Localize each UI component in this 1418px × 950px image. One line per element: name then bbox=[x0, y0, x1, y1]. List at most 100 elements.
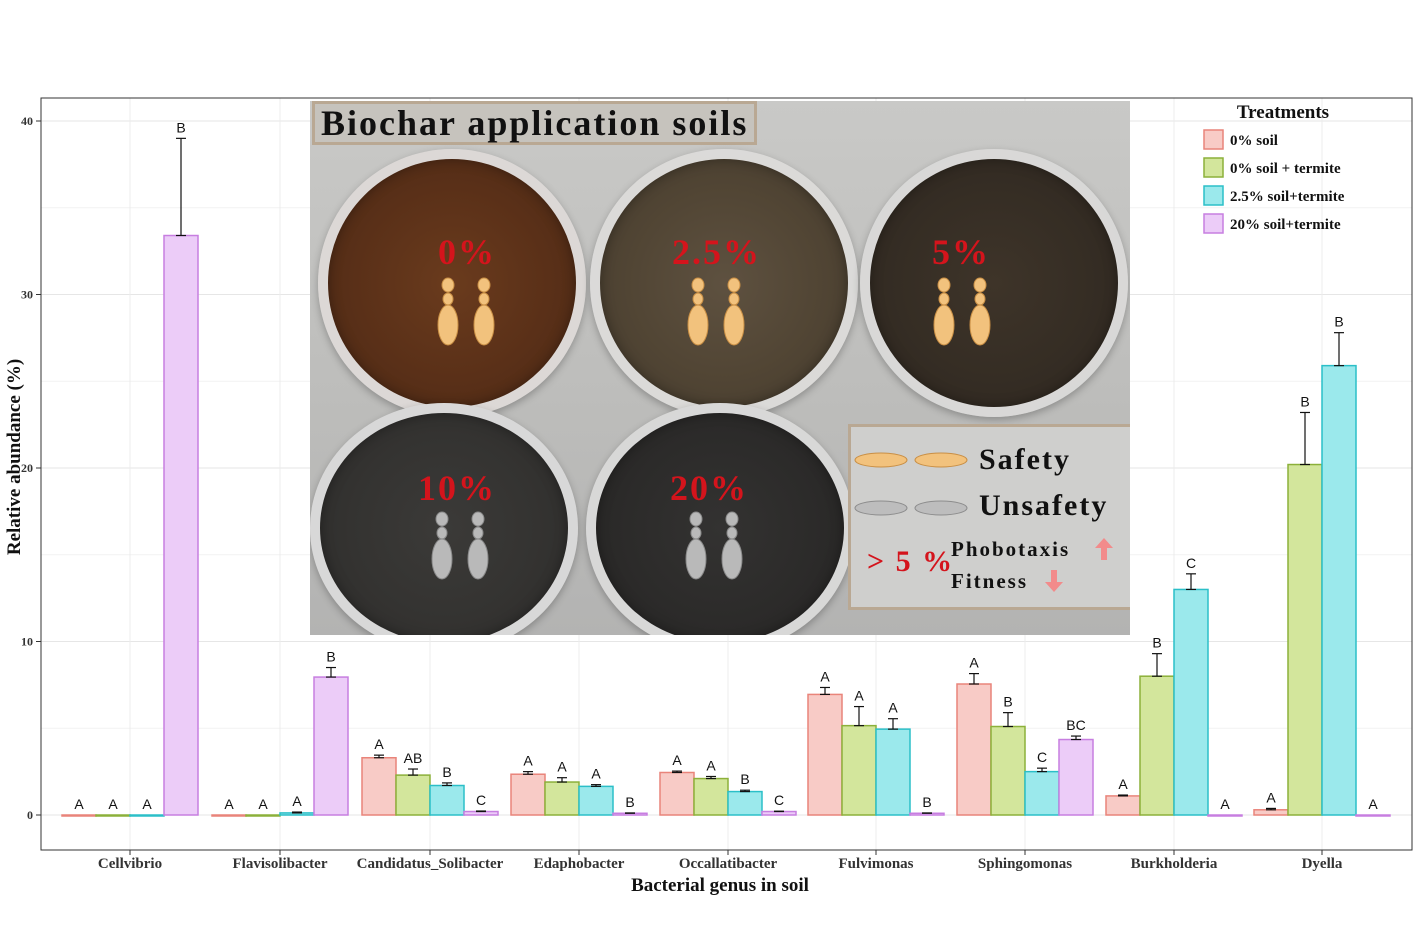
bar bbox=[1173, 588, 1209, 816]
significance-letter: C bbox=[1037, 749, 1047, 765]
bar bbox=[129, 814, 165, 817]
legend-title: Treatments bbox=[1237, 102, 1329, 123]
bar bbox=[95, 814, 131, 817]
bar bbox=[841, 724, 877, 816]
legend-label: 0% soil + termite bbox=[1230, 161, 1341, 177]
significance-letter: B bbox=[740, 771, 749, 787]
significance-letter: A bbox=[706, 757, 716, 773]
significance-letter: A bbox=[74, 796, 84, 812]
x-tick-label: Dyella bbox=[1302, 856, 1343, 872]
y-tick-label: 10 bbox=[21, 635, 33, 649]
phobotaxis-label: Phobotaxis bbox=[951, 537, 1071, 561]
significance-letter: C bbox=[1186, 555, 1196, 571]
significance-letter: A bbox=[888, 700, 898, 716]
termite-icon bbox=[685, 511, 743, 580]
termite-icon bbox=[437, 277, 495, 346]
significance-letter: A bbox=[672, 752, 682, 768]
cup-20 bbox=[586, 403, 854, 635]
significance-letter: C bbox=[476, 792, 486, 808]
bar bbox=[807, 693, 843, 816]
bar bbox=[1105, 795, 1141, 816]
arrow-down-icon bbox=[1045, 570, 1063, 592]
significance-letter: AB bbox=[404, 750, 423, 766]
bar bbox=[510, 773, 546, 816]
bar bbox=[1321, 364, 1357, 816]
x-tick-label: Sphingomonas bbox=[978, 856, 1072, 872]
cup-10 bbox=[310, 403, 578, 635]
significance-letter: A bbox=[557, 759, 567, 775]
y-tick-label: 0 bbox=[27, 808, 33, 822]
bar bbox=[1139, 675, 1175, 816]
significance-letter: A bbox=[523, 753, 533, 769]
significance-letter: B bbox=[176, 119, 185, 135]
bar bbox=[313, 676, 349, 816]
bar bbox=[245, 814, 281, 817]
significance-letter: B bbox=[1003, 694, 1012, 710]
series-3: B B C B C B B C A A bbox=[163, 119, 1391, 817]
y-axis: 0 10 20 30 40 bbox=[21, 114, 41, 822]
bar bbox=[544, 781, 580, 816]
threshold-label: > 5 % bbox=[867, 545, 955, 578]
bar bbox=[659, 771, 695, 816]
bar bbox=[727, 790, 763, 816]
bar bbox=[1058, 738, 1094, 816]
legend-swatch bbox=[1203, 213, 1224, 234]
safety-termite-icon bbox=[854, 452, 968, 468]
y-axis-title: Relative abundance (%) bbox=[4, 359, 25, 555]
bar bbox=[395, 774, 431, 816]
bar bbox=[1253, 809, 1289, 816]
cup-label-5: 5% bbox=[932, 232, 990, 272]
significance-letter: A bbox=[1368, 796, 1378, 812]
significance-letter: A bbox=[374, 736, 384, 752]
arrow-up-icon bbox=[1095, 538, 1113, 560]
significance-letter: B bbox=[1300, 393, 1309, 409]
termite-icon bbox=[687, 277, 745, 346]
series-0: A A A A A A A A A bbox=[61, 655, 1289, 817]
significance-letter: A bbox=[258, 796, 268, 812]
unsafety-label: Unsafety bbox=[979, 489, 1109, 522]
significance-letter: A bbox=[1266, 789, 1276, 805]
inset-legend: Safety Unsafety > 5 % Phobotaxis Fitness bbox=[848, 424, 1130, 610]
bar bbox=[956, 683, 992, 816]
bar bbox=[61, 814, 97, 817]
x-tick-label: Occallatibacter bbox=[679, 856, 778, 872]
significance-letter: B bbox=[442, 764, 451, 780]
y-tick-label: 20 bbox=[21, 461, 33, 475]
plot-panel-border bbox=[40, 97, 1413, 851]
bar bbox=[578, 785, 614, 816]
bar bbox=[875, 728, 911, 816]
fitness-label: Fitness bbox=[951, 569, 1028, 593]
significance-letter: A bbox=[854, 688, 864, 704]
legend-swatch bbox=[1203, 129, 1224, 150]
bar bbox=[1207, 814, 1243, 817]
significance-letter: B bbox=[1152, 635, 1161, 651]
x-tick-label: Edaphobacter bbox=[534, 856, 625, 872]
y-tick-label: 30 bbox=[21, 288, 33, 302]
x-tick-label: Cellvibrio bbox=[98, 856, 162, 872]
x-tick-label: Burkholderia bbox=[1131, 856, 1218, 872]
bar bbox=[163, 234, 199, 816]
bar bbox=[429, 784, 465, 816]
significance-letter: B bbox=[326, 649, 335, 665]
safety-label: Safety bbox=[979, 443, 1071, 476]
inset-title: Biochar application soils bbox=[312, 101, 758, 145]
unsafety-termite-icon bbox=[854, 500, 968, 516]
x-tick-label: Candidatus_Solibacter bbox=[357, 856, 504, 872]
significance-letter: B bbox=[1334, 314, 1343, 330]
significance-letter: C bbox=[774, 792, 784, 808]
photo-inset: Biochar application soils 0% 2.5% 5% 10%… bbox=[310, 101, 1130, 635]
x-axis: Cellvibrio Flavisolibacter Candidatus_Soli… bbox=[98, 850, 1343, 872]
legend-swatch bbox=[1203, 157, 1224, 178]
significance-letter: A bbox=[142, 796, 152, 812]
significance-letter: A bbox=[108, 796, 118, 812]
bar bbox=[361, 756, 397, 816]
significance-letter: A bbox=[1220, 796, 1230, 812]
legend-label: 0% soil bbox=[1230, 133, 1278, 149]
bar bbox=[1024, 770, 1060, 816]
significance-letter: A bbox=[1118, 776, 1128, 792]
cup-label-2-5: 2.5% bbox=[672, 232, 761, 272]
significance-letter: A bbox=[292, 793, 302, 809]
bar bbox=[211, 814, 247, 817]
